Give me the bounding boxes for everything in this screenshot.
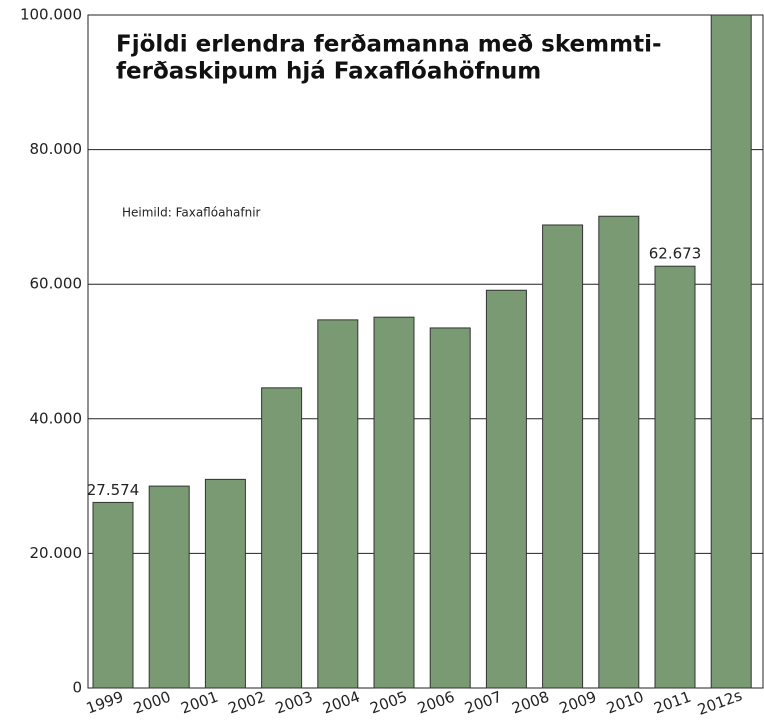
y-tick-label: 100.000 bbox=[20, 6, 82, 24]
x-tick-label: 2001 bbox=[178, 688, 220, 718]
x-tick-label: 2002 bbox=[226, 688, 268, 718]
bar bbox=[317, 319, 359, 689]
x-tick-label: 2006 bbox=[415, 688, 457, 718]
x-tick-label: 2011 bbox=[651, 688, 693, 718]
source-note: Heimild: Faxaflóahafnir bbox=[122, 206, 261, 220]
x-tick-label: 2012s bbox=[695, 686, 745, 719]
value-label: 27.574 bbox=[87, 481, 140, 499]
y-tick-label: 0 bbox=[72, 679, 82, 697]
y-tick-label: 80.000 bbox=[30, 140, 83, 158]
value-label: 62.673 bbox=[649, 245, 702, 263]
bar bbox=[148, 485, 190, 689]
bar bbox=[92, 501, 134, 689]
y-tick-label: 40.000 bbox=[30, 409, 83, 427]
bar bbox=[598, 215, 640, 689]
x-tick-label: 1999 bbox=[84, 688, 126, 718]
y-tick-label: 20.000 bbox=[30, 544, 83, 562]
bar bbox=[204, 478, 246, 689]
x-tick-label: 2010 bbox=[604, 688, 646, 718]
x-tick-label: 2009 bbox=[557, 688, 599, 718]
y-tick-label: 60.000 bbox=[30, 275, 83, 293]
bar bbox=[542, 224, 584, 689]
x-tick-label: 2008 bbox=[510, 688, 552, 718]
x-tick-label: 2004 bbox=[320, 688, 362, 718]
bar bbox=[261, 387, 303, 689]
x-tick-label: 2000 bbox=[131, 688, 173, 718]
bar bbox=[429, 327, 471, 689]
bar bbox=[654, 265, 696, 689]
x-tick-label: 2007 bbox=[462, 688, 504, 718]
bar bbox=[710, 14, 752, 689]
x-tick-label: 2003 bbox=[273, 688, 315, 718]
bar bbox=[485, 289, 527, 689]
chart-title: ferðaskipum hjá Faxaflóahöfnum bbox=[116, 59, 541, 85]
chart-title: Fjöldi erlendra ferðamanna með skemmti- bbox=[116, 32, 662, 58]
x-tick-label: 2005 bbox=[368, 688, 410, 718]
bar bbox=[373, 316, 415, 689]
